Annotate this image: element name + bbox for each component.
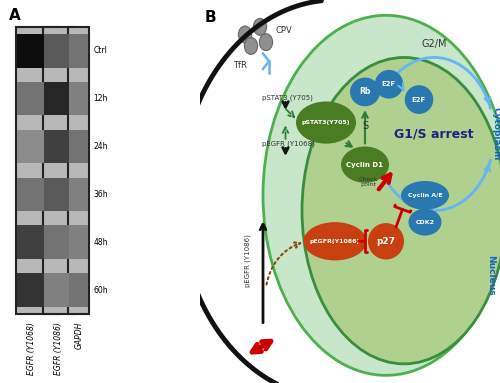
Text: Nucleus: Nucleus [486,255,496,296]
Text: pSTAT3 (Y705): pSTAT3 (Y705) [262,95,312,101]
Ellipse shape [296,101,356,144]
Text: pEGFR (Y1068): pEGFR (Y1068) [262,141,314,147]
Bar [69,226,88,259]
Text: Cyclin D1: Cyclin D1 [346,162,384,168]
Text: 48h: 48h [93,238,108,247]
Ellipse shape [341,146,389,183]
Text: 12h: 12h [93,94,108,103]
Text: CPV: CPV [275,26,292,35]
Bar [16,273,56,307]
Text: pEGFR (Y1086): pEGFR (Y1086) [245,234,252,287]
Bar [16,130,56,163]
Text: 36h: 36h [93,190,108,199]
Bar [16,27,58,314]
Bar [16,82,56,115]
Bar [44,82,73,115]
Ellipse shape [375,70,403,98]
Bar [44,226,73,259]
Circle shape [260,34,272,51]
Bar [69,82,88,115]
Bar [69,178,88,211]
Text: pEGFR(Y1086): pEGFR(Y1086) [310,239,360,244]
Text: Rb: Rb [360,87,370,97]
Bar [16,34,56,67]
Text: Ctrl: Ctrl [93,46,107,55]
Text: E2F: E2F [412,97,426,103]
Text: G2/M: G2/M [421,39,447,49]
Ellipse shape [401,181,449,210]
Bar [44,34,73,67]
Text: E2F: E2F [382,81,396,87]
Text: GAPDH: GAPDH [75,322,84,349]
Ellipse shape [304,222,366,260]
Text: p27: p27 [376,237,396,246]
Ellipse shape [263,15,500,375]
Bar [69,273,88,307]
Text: CDK2: CDK2 [416,219,434,225]
Text: Cyclin A/E: Cyclin A/E [408,193,442,198]
Bar [68,27,89,314]
Text: G1/S arrest: G1/S arrest [394,128,474,141]
Text: S: S [362,121,368,131]
Text: EGFR (Y1086): EGFR (Y1086) [54,322,63,375]
Bar [16,178,56,211]
Ellipse shape [368,223,404,259]
Text: TfR: TfR [233,61,247,70]
Text: 24h: 24h [93,142,108,151]
Bar [44,130,73,163]
Bar [69,130,88,163]
Circle shape [244,38,258,54]
Text: B: B [204,10,216,25]
Text: Cytoplasm: Cytoplasm [491,107,500,161]
Bar [43,27,74,314]
Ellipse shape [302,57,500,364]
Bar [44,273,73,307]
Bar [44,178,73,211]
Text: Check
point: Check point [358,177,378,187]
Circle shape [238,26,252,43]
Ellipse shape [405,85,433,114]
Text: 60h: 60h [93,286,108,295]
Bar [16,226,56,259]
Ellipse shape [350,77,380,106]
Text: pSTAT3(Y705): pSTAT3(Y705) [302,120,350,125]
Ellipse shape [408,209,442,236]
Text: A: A [9,8,21,23]
Bar [69,34,88,67]
Text: EGFR (Y1068): EGFR (Y1068) [27,322,36,375]
Circle shape [254,18,266,35]
